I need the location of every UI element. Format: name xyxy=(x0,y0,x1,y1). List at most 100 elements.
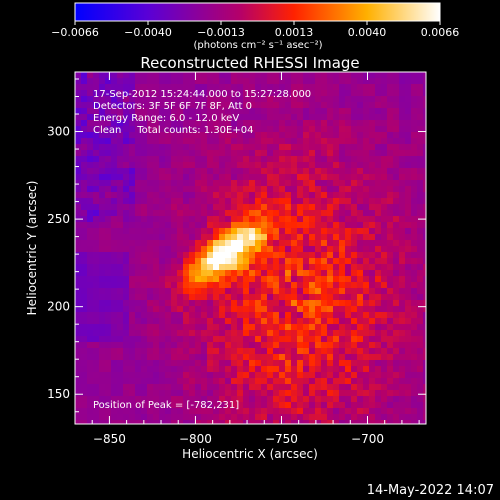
heatmap-cell xyxy=(363,324,369,330)
heatmap-cell xyxy=(303,228,309,234)
heatmap-cell xyxy=(111,366,117,372)
heatmap-cell xyxy=(111,138,117,144)
heatmap-cell xyxy=(213,288,219,294)
heatmap-cell xyxy=(153,414,159,420)
heatmap-cell xyxy=(135,186,141,192)
heatmap-cell xyxy=(153,156,159,162)
heatmap-cell xyxy=(351,420,357,424)
heatmap-cell xyxy=(195,366,201,372)
heatmap-cell xyxy=(171,240,177,246)
heatmap-cell xyxy=(219,366,225,372)
heatmap-cell xyxy=(243,390,249,396)
heatmap-cell xyxy=(423,174,426,180)
heatmap-cell xyxy=(129,96,135,102)
heatmap-cell xyxy=(333,120,339,126)
heatmap-cell xyxy=(417,288,423,294)
heatmap-cell xyxy=(387,144,393,150)
heatmap-cell xyxy=(357,180,363,186)
heatmap-cell xyxy=(189,108,195,114)
heatmap-cell xyxy=(129,354,135,360)
heatmap-cell xyxy=(285,330,291,336)
heatmap-cell xyxy=(171,390,177,396)
heatmap-cell xyxy=(153,378,159,384)
heatmap-cell xyxy=(165,198,171,204)
heatmap-cell xyxy=(339,108,345,114)
heatmap-cell xyxy=(117,276,123,282)
heatmap-cell xyxy=(195,138,201,144)
heatmap-cell xyxy=(381,246,387,252)
heatmap-cell xyxy=(267,186,273,192)
heatmap-cell xyxy=(81,276,87,282)
heatmap-cell xyxy=(105,168,111,174)
heatmap-cell xyxy=(399,174,405,180)
heatmap-cell xyxy=(141,216,147,222)
heatmap-cell xyxy=(321,138,327,144)
heatmap-cell xyxy=(303,186,309,192)
heatmap-cell xyxy=(135,408,141,414)
heatmap-cell xyxy=(375,354,381,360)
heatmap-cell xyxy=(213,120,219,126)
heatmap-cell xyxy=(369,114,375,120)
heatmap-cell xyxy=(399,84,405,90)
heatmap-cell xyxy=(147,348,153,354)
heatmap-cell xyxy=(339,132,345,138)
heatmap-cell xyxy=(387,384,393,390)
heatmap-cell xyxy=(357,234,363,240)
heatmap-cell xyxy=(357,348,363,354)
heatmap-cell xyxy=(279,216,285,222)
heatmap-cell xyxy=(387,234,393,240)
heatmap-cell xyxy=(315,114,321,120)
heatmap-cell xyxy=(381,306,387,312)
heatmap-cell xyxy=(393,372,399,378)
heatmap-cell xyxy=(195,240,201,246)
heatmap-cell xyxy=(207,252,213,258)
heatmap-cell xyxy=(423,84,426,90)
heatmap-cell xyxy=(147,168,153,174)
heatmap-cell xyxy=(177,270,183,276)
heatmap-cell xyxy=(381,276,387,282)
heatmap-cell xyxy=(411,204,417,210)
heatmap-cell xyxy=(135,216,141,222)
heatmap-cell xyxy=(285,192,291,198)
heatmap-cell xyxy=(423,312,426,318)
heatmap-cell xyxy=(99,228,105,234)
heatmap-cell xyxy=(381,402,387,408)
heatmap-cell xyxy=(333,402,339,408)
heatmap-cell xyxy=(195,198,201,204)
heatmap-cell xyxy=(393,78,399,84)
heatmap-cell xyxy=(105,408,111,414)
heatmap-cell xyxy=(231,408,237,414)
heatmap-cell xyxy=(285,270,291,276)
heatmap-cell xyxy=(153,354,159,360)
heatmap-cell xyxy=(141,198,147,204)
heatmap-cell xyxy=(315,318,321,324)
heatmap-cell xyxy=(411,252,417,258)
heatmap-cell xyxy=(135,204,141,210)
heatmap-cell xyxy=(411,318,417,324)
heatmap-cell xyxy=(279,162,285,168)
heatmap-cell xyxy=(321,348,327,354)
heatmap-cell xyxy=(255,318,261,324)
heatmap-cell xyxy=(405,132,411,138)
heatmap-cell xyxy=(93,276,99,282)
heatmap-cell xyxy=(369,300,375,306)
heatmap-cell xyxy=(381,108,387,114)
heatmap-cell xyxy=(273,150,279,156)
heatmap-cell xyxy=(375,396,381,402)
heatmap-cell xyxy=(123,84,129,90)
heatmap-cell xyxy=(75,330,81,336)
heatmap-cell xyxy=(111,222,117,228)
heatmap-cell xyxy=(153,330,159,336)
heatmap-cell xyxy=(141,336,147,342)
heatmap-cell xyxy=(141,294,147,300)
heatmap-cell xyxy=(153,252,159,258)
heatmap-cell xyxy=(213,156,219,162)
heatmap-cell xyxy=(339,90,345,96)
heatmap-cell xyxy=(423,162,426,168)
heatmap-cell xyxy=(93,222,99,228)
heatmap-cell xyxy=(123,150,129,156)
heatmap-cell xyxy=(321,414,327,420)
heatmap-cell xyxy=(393,336,399,342)
heatmap-cell xyxy=(225,234,231,240)
heatmap-cell xyxy=(369,180,375,186)
